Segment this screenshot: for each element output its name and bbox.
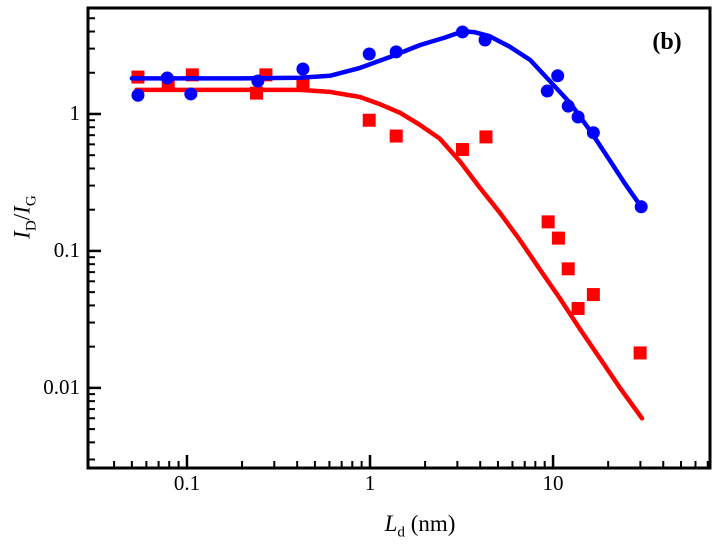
y-axis-numerator-subscript: D bbox=[22, 220, 40, 232]
data-point-circle bbox=[551, 69, 565, 83]
data-point-circle bbox=[296, 62, 310, 76]
y-axis-denominator: I bbox=[9, 206, 35, 214]
data-point-square bbox=[561, 262, 575, 276]
y-axis-denominator-subscript: G bbox=[22, 195, 40, 207]
data-point-circle bbox=[455, 25, 469, 39]
data-point-circle bbox=[586, 126, 600, 140]
panel-label: (b) bbox=[652, 29, 682, 55]
blue-fit-curve bbox=[129, 29, 644, 210]
x-axis-title: Ld (nm) bbox=[320, 511, 520, 542]
data-point-square bbox=[389, 129, 403, 143]
data-point-square bbox=[455, 143, 469, 157]
data-point-circle bbox=[561, 99, 575, 113]
y-axis-numerator: I bbox=[9, 231, 35, 239]
data-point-circle bbox=[478, 33, 492, 47]
data-point-circle bbox=[540, 84, 554, 98]
data-point-square bbox=[296, 77, 310, 91]
data-point-circle bbox=[131, 88, 145, 102]
data-point-square bbox=[551, 231, 565, 245]
data-point-circle bbox=[251, 74, 265, 88]
data-point-square bbox=[362, 113, 376, 127]
x-axis-unit: (nm) bbox=[404, 511, 456, 536]
y-tick-label-0.01: 0.01 bbox=[43, 375, 80, 399]
data-point-circle bbox=[571, 110, 585, 124]
blue-circles-data bbox=[131, 25, 648, 214]
y-tick-label-0.1: 0.1 bbox=[53, 238, 80, 262]
data-point-square bbox=[633, 346, 647, 360]
y-axis-title: ID/IG bbox=[10, 195, 41, 239]
y-axis-slash: / bbox=[9, 213, 35, 221]
x-tick-label-10: 10 bbox=[542, 471, 564, 495]
plot-border bbox=[86, 6, 712, 470]
data-point-circle bbox=[362, 47, 376, 61]
x-tick-label-1: 1 bbox=[364, 471, 376, 495]
red-fit-curve bbox=[134, 87, 645, 421]
data-point-square bbox=[586, 288, 600, 302]
data-point-square bbox=[541, 215, 555, 229]
data-point-square bbox=[571, 301, 585, 315]
data-point-circle bbox=[184, 87, 198, 101]
axis-ticks bbox=[88, 17, 709, 468]
y-tick-label-1: 1 bbox=[69, 101, 81, 125]
data-point-circle bbox=[389, 45, 403, 59]
x-axis-symbol: L bbox=[384, 511, 398, 536]
x-axis-subscript: d bbox=[397, 523, 405, 541]
data-point-circle bbox=[634, 200, 648, 214]
data-point-circle bbox=[160, 71, 174, 85]
x-tick-label-0.1: 0.1 bbox=[173, 471, 201, 495]
data-point-square bbox=[479, 130, 493, 144]
